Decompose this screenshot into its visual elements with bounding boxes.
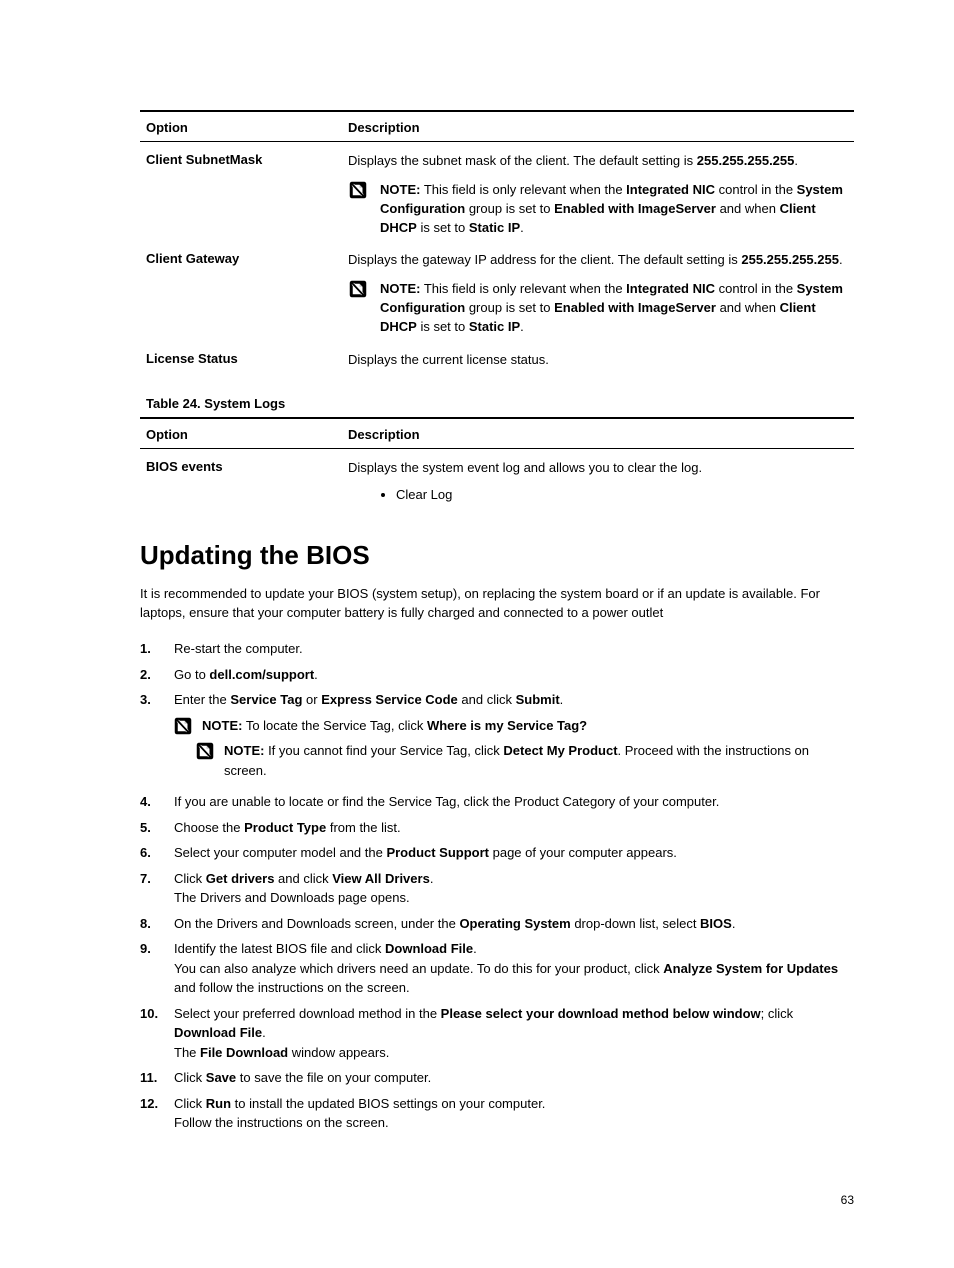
option-client-subnet-desc: Displays the subnet mask of the client. …: [342, 142, 854, 242]
table-row: Client SubnetMask Displays the subnet ma…: [140, 142, 854, 242]
system-logs-table: Option Description BIOS events Displays …: [140, 417, 854, 511]
note-text: NOTE: This field is only relevant when t…: [380, 280, 848, 337]
document-page: Option Description Client SubnetMask Dis…: [0, 0, 954, 1267]
step-number: 2.: [140, 665, 162, 685]
step: 7. Click Get drivers and click View All …: [140, 869, 854, 908]
step-note: NOTE: To locate the Service Tag, click W…: [174, 716, 854, 736]
note-text: NOTE: This field is only relevant when t…: [380, 181, 848, 238]
step-body: Click Save to save the file on your comp…: [174, 1068, 854, 1088]
step-number: 10.: [140, 1004, 162, 1063]
option-client-subnet: Client SubnetMask: [140, 142, 342, 242]
col-option: Option: [140, 418, 342, 449]
step-body: Select your computer model and the Produ…: [174, 843, 854, 863]
step-body: Re-start the computer.: [174, 639, 854, 659]
step-number: 7.: [140, 869, 162, 908]
step-number: 5.: [140, 818, 162, 838]
step-secondary-line: You can also analyze which drivers need …: [174, 959, 854, 998]
col-description: Description: [342, 111, 854, 142]
step: 5. Choose the Product Type from the list…: [140, 818, 854, 838]
step-number: 3.: [140, 690, 162, 786]
step-number: 12.: [140, 1094, 162, 1133]
step-number: 6.: [140, 843, 162, 863]
desc-text: Displays the gateway IP address for the …: [348, 252, 741, 267]
default-value: 255.255.255.255: [741, 252, 839, 267]
step: 12. Click Run to install the updated BIO…: [140, 1094, 854, 1133]
step-body: Go to dell.com/support.: [174, 665, 854, 685]
step-body: Select your preferred download method in…: [174, 1004, 854, 1063]
step: 1. Re-start the computer.: [140, 639, 854, 659]
step-number: 4.: [140, 792, 162, 812]
section-intro: It is recommended to update your BIOS (s…: [140, 585, 854, 623]
note-icon: [174, 716, 192, 735]
options-table: Option Description Client SubnetMask Dis…: [140, 110, 854, 374]
step-secondary-line: The Drivers and Downloads page opens.: [174, 888, 854, 908]
table-row: BIOS events Displays the system event lo…: [140, 448, 854, 510]
step-number: 9.: [140, 939, 162, 998]
step: 2. Go to dell.com/support.: [140, 665, 854, 685]
step-secondary-line: Follow the instructions on the screen.: [174, 1113, 854, 1133]
desc-text: Displays the subnet mask of the client. …: [348, 153, 697, 168]
col-option: Option: [140, 111, 342, 142]
bullet-list: Clear Log: [396, 487, 848, 502]
table-row: License Status Displays the current lice…: [140, 341, 854, 374]
step-body: If you are unable to locate or find the …: [174, 792, 854, 812]
note-text: NOTE: To locate the Service Tag, click W…: [202, 716, 587, 736]
table-row: Client Gateway Displays the gateway IP a…: [140, 241, 854, 340]
step-secondary-line: The File Download window appears.: [174, 1043, 854, 1063]
page-number: 63: [140, 1193, 854, 1207]
col-description: Description: [342, 418, 854, 449]
default-value: 255.255.255.255: [697, 153, 795, 168]
step-number: 1.: [140, 639, 162, 659]
section-heading: Updating the BIOS: [140, 540, 854, 571]
steps-list: 1. Re-start the computer. 2. Go to dell.…: [140, 639, 854, 1133]
table-header-row: Option Description: [140, 418, 854, 449]
option-bios-events-desc: Displays the system event log and allows…: [342, 448, 854, 510]
option-client-gateway-desc: Displays the gateway IP address for the …: [342, 241, 854, 340]
note-icon: [348, 181, 368, 238]
note-icon: [196, 741, 214, 760]
step-body: Enter the Service Tag or Express Service…: [174, 690, 854, 786]
option-license-status-desc: Displays the current license status.: [342, 341, 854, 374]
step: 10. Select your preferred download metho…: [140, 1004, 854, 1063]
note: NOTE: This field is only relevant when t…: [348, 181, 848, 238]
step-body: Identify the latest BIOS file and click …: [174, 939, 854, 998]
step: 9. Identify the latest BIOS file and cli…: [140, 939, 854, 998]
step: 3. Enter the Service Tag or Express Serv…: [140, 690, 854, 786]
step: 4. If you are unable to locate or find t…: [140, 792, 854, 812]
step: 6. Select your computer model and the Pr…: [140, 843, 854, 863]
step-body: On the Drivers and Downloads screen, und…: [174, 914, 854, 934]
step: 8. On the Drivers and Downloads screen, …: [140, 914, 854, 934]
step-note: NOTE: If you cannot find your Service Ta…: [196, 741, 854, 780]
option-license-status: License Status: [140, 341, 342, 374]
step-body: Click Run to install the updated BIOS se…: [174, 1094, 854, 1133]
step: 11. Click Save to save the file on your …: [140, 1068, 854, 1088]
option-client-gateway: Client Gateway: [140, 241, 342, 340]
table-header-row: Option Description: [140, 111, 854, 142]
step-body: Choose the Product Type from the list.: [174, 818, 854, 838]
note-text: NOTE: If you cannot find your Service Ta…: [224, 741, 854, 780]
step-body: Click Get drivers and click View All Dri…: [174, 869, 854, 908]
note: NOTE: This field is only relevant when t…: [348, 280, 848, 337]
note-icon: [348, 280, 368, 337]
bullet-item: Clear Log: [396, 487, 848, 502]
step-number: 11.: [140, 1068, 162, 1088]
option-bios-events: BIOS events: [140, 448, 342, 510]
table-caption: Table 24. System Logs: [146, 396, 854, 411]
step-number: 8.: [140, 914, 162, 934]
